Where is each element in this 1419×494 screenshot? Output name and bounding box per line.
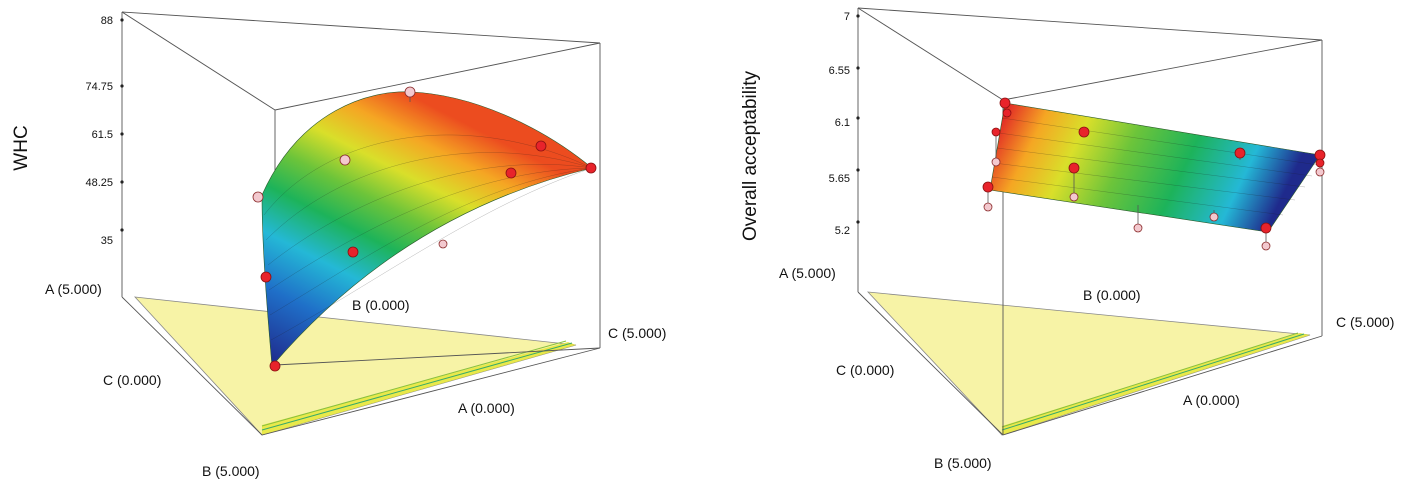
y-axis-label: Overall acceptability: [740, 70, 761, 241]
design-point: [1314, 149, 1326, 161]
design-point: [983, 202, 993, 212]
design-point: [1002, 108, 1012, 118]
design-point: [535, 140, 547, 152]
y-tick-label: 5.65: [829, 173, 850, 185]
y-tick-label: 5.2: [835, 225, 850, 237]
design-point: [991, 127, 1001, 137]
y-tick-label: 74.75: [85, 81, 113, 93]
y-tick-label: 35: [101, 235, 113, 247]
design-point: [347, 246, 359, 258]
base-contour-line: [1001, 332, 1299, 428]
base-contour-line: [261, 340, 567, 427]
design-point: [404, 86, 416, 98]
y-tick-label: 88: [101, 15, 113, 27]
corner-label: A (5.000): [779, 265, 836, 281]
design-point: [585, 162, 597, 174]
design-point: [1209, 212, 1219, 222]
chart-overall-acceptability: 7 6.55 6.1 5.65 5.2 Overall acceptabilit…: [740, 7, 1394, 471]
design-point: [1069, 192, 1079, 202]
design-point: [1234, 147, 1246, 159]
corner-label: C (0.000): [836, 362, 894, 378]
corner-label: C (0.000): [103, 372, 161, 388]
corner-label: B (0.000): [1083, 287, 1141, 303]
base-contour-line: [261, 342, 573, 431]
corner-label: C (5.000): [608, 325, 666, 341]
design-point: [269, 360, 281, 372]
design-point: [339, 154, 351, 166]
y-tick-label: 7: [844, 11, 850, 23]
design-point: [1261, 241, 1271, 251]
corner-label: C (5.000): [1336, 314, 1394, 330]
design-point-markers: [982, 97, 1326, 251]
design-point: [1315, 167, 1325, 177]
design-point: [505, 167, 517, 179]
design-point: [1315, 158, 1325, 168]
frame-lines: [121, 11, 601, 436]
design-point: [260, 271, 272, 283]
y-axis: 88 74.75 61.5 48.25 35 WHC: [11, 15, 124, 247]
design-point: [982, 181, 994, 193]
corner-label: A (0.000): [1183, 392, 1240, 408]
design-point: [438, 239, 448, 249]
design-point: [1260, 222, 1272, 234]
corner-labels: A (5.000) B (0.000) C (5.000) C (0.000) …: [779, 265, 1394, 471]
y-tick-label: 48.25: [85, 177, 113, 189]
design-point: [999, 97, 1011, 109]
design-point: [991, 157, 1001, 167]
corner-labels: A (5.000) B (0.000) C (5.000) C (0.000) …: [45, 281, 666, 479]
corner-label: A (5.000): [45, 281, 102, 297]
corner-label: B (0.000): [352, 297, 410, 313]
base-triangle: [866, 291, 1311, 436]
y-axis-label: WHC: [11, 125, 32, 170]
corner-label: B (5.000): [934, 455, 992, 471]
base-contour-band: [1002, 333, 1310, 435]
y-axis: 7 6.55 6.1 5.65 5.2 Overall acceptabilit…: [740, 11, 860, 241]
corner-label: B (5.000): [202, 463, 260, 479]
y-tick-label: 6.55: [829, 65, 850, 77]
y-tick-label: 6.1: [835, 117, 850, 129]
surface-mesh: [991, 117, 1319, 216]
design-point: [1068, 162, 1080, 174]
design-point: [1133, 223, 1143, 233]
response-surface: [989, 102, 1321, 233]
chart-whc: 88 74.75 61.5 48.25 35 WHC A (5.000) B (…: [11, 11, 666, 479]
design-point: [1078, 126, 1090, 138]
base-contour-band: [262, 342, 576, 435]
y-tick-label: 61.5: [92, 129, 113, 141]
design-point: [252, 191, 264, 203]
corner-label: A (0.000): [458, 400, 515, 416]
base-contour-line: [1001, 333, 1305, 431]
design-points: [252, 86, 597, 372]
